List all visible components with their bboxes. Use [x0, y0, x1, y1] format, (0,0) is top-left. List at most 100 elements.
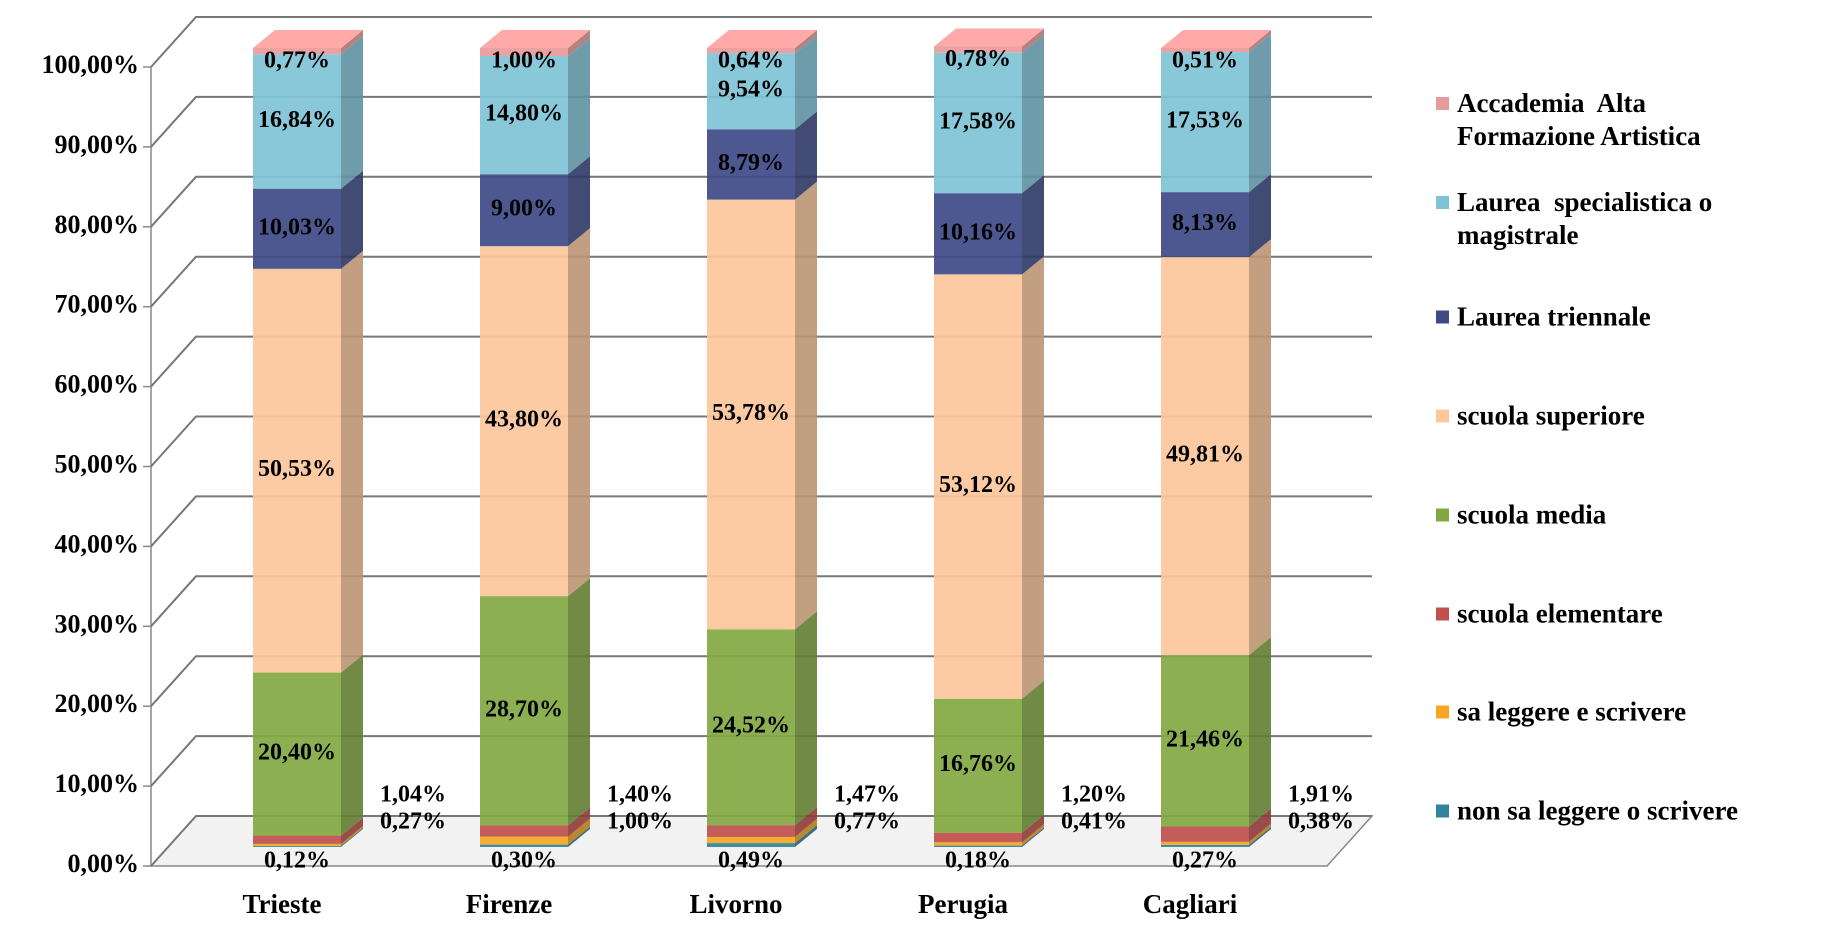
value-label: 1,47%	[834, 782, 900, 808]
value-label: 0,12%	[264, 848, 330, 874]
bar-side	[1022, 175, 1044, 275]
bar-side	[568, 818, 590, 845]
y-tick-label: 20,00%	[55, 689, 140, 718]
bar-side	[1022, 824, 1044, 846]
legend-label: scuola elementare	[1457, 598, 1663, 628]
bar-top	[1161, 30, 1271, 48]
y-tick-label: 90,00%	[55, 130, 140, 159]
bar-top	[253, 30, 363, 48]
legend-item: scuola elementare	[1436, 597, 1816, 630]
bar-segment	[707, 836, 795, 844]
value-label: 9,54%	[718, 77, 784, 103]
value-label: 10,03%	[258, 214, 336, 240]
bar-segment	[934, 832, 1022, 843]
value-label: 0,77%	[834, 809, 900, 835]
bar-segment	[253, 268, 341, 673]
bar-side	[1249, 637, 1271, 827]
bar-segment	[253, 672, 341, 836]
bar-side	[341, 825, 363, 847]
bar-segment	[1161, 257, 1249, 656]
value-label: 1,91%	[1288, 782, 1354, 808]
value-label: 0,77%	[264, 48, 330, 74]
value-label: 10,16%	[939, 219, 1017, 245]
y-tick-label: 80,00%	[55, 210, 140, 239]
y-tick-label: 50,00%	[55, 449, 140, 478]
bar-side	[568, 807, 590, 837]
legend-label: sa leggere e scrivere	[1457, 696, 1687, 727]
bar-side	[1249, 30, 1271, 53]
legend: Accademia Alta Formazione Artistica Laure…	[1436, 0, 1821, 927]
bar-side	[1249, 808, 1271, 842]
bar-side	[568, 156, 590, 247]
bar-side	[1022, 680, 1044, 833]
bar-side	[341, 30, 363, 55]
bar-side	[341, 170, 363, 269]
bar-segment	[934, 845, 1022, 847]
bar-segment	[253, 48, 341, 55]
legend-label: non sa leggere o scrivere	[1457, 795, 1738, 826]
bar-segment	[1161, 52, 1249, 193]
bar-side	[795, 807, 817, 837]
value-label: 0,41%	[1061, 809, 1127, 835]
bar-side	[568, 228, 590, 597]
bar-segment	[480, 596, 568, 826]
bar-side	[795, 818, 817, 844]
y-tick-label: 70,00%	[55, 290, 140, 319]
y-tick-label: 60,00%	[55, 370, 140, 399]
bar-side	[795, 611, 817, 826]
bar-segment	[1161, 826, 1249, 842]
value-label: 1,04%	[380, 782, 446, 808]
value-label: 0,27%	[1172, 848, 1238, 874]
bar-side	[795, 35, 817, 130]
value-label: 8,79%	[718, 150, 784, 176]
value-label: 1,40%	[607, 782, 673, 808]
bar-side	[1249, 174, 1271, 258]
legend-item: sa leggere e scrivere	[1436, 696, 1816, 729]
legend-label: Laurea triennale	[1457, 301, 1651, 332]
value-label: 0,30%	[491, 848, 557, 874]
bar-segment	[1161, 192, 1249, 258]
y-tick-label: 40,00%	[55, 529, 140, 558]
value-label: 24,52%	[712, 713, 790, 739]
bar-side	[341, 828, 363, 847]
bar-segment	[707, 629, 795, 826]
bar-segment	[934, 274, 1022, 699]
bar-segment	[707, 129, 795, 200]
legend-label: scuola superiore	[1457, 400, 1645, 431]
legend-swatch	[1436, 409, 1449, 423]
value-label: 17,58%	[939, 108, 1017, 134]
bar-top	[480, 30, 590, 48]
value-label: 20,40%	[258, 740, 336, 766]
legend-item: Laurea specialistica o magistrale	[1436, 186, 1816, 252]
bar-segment	[480, 836, 568, 845]
value-label: 21,46%	[1166, 726, 1244, 752]
bar-segment	[1161, 841, 1249, 845]
bar-side	[1022, 256, 1044, 699]
legend-item: non sa leggere o scrivere	[1436, 794, 1816, 827]
bar-side	[341, 817, 363, 844]
x-tick-label: Cagliari	[1143, 889, 1238, 919]
bar-side	[795, 111, 817, 200]
bar-side	[795, 825, 817, 847]
bar-segment	[934, 52, 1022, 194]
bar-segment	[1161, 655, 1249, 827]
value-label: 8,13%	[1172, 210, 1238, 236]
x-tick-label: Perugia	[918, 889, 1008, 919]
value-label: 1,00%	[491, 48, 557, 74]
y-tick-label: 100,00%	[42, 50, 140, 79]
bar-segment	[1161, 48, 1249, 53]
legend-item: scuola media	[1436, 498, 1816, 531]
value-label: 1,20%	[1061, 782, 1127, 808]
bar-side	[1022, 814, 1044, 843]
value-label: 9,00%	[491, 196, 557, 222]
legend-label: Laurea specialistica o magistrale	[1457, 186, 1719, 250]
value-label: 0,49%	[718, 848, 784, 874]
value-label: 17,53%	[1166, 108, 1244, 134]
bar-segment	[707, 48, 795, 54]
bar-side	[1249, 239, 1271, 656]
x-tick-label: Firenze	[466, 889, 552, 919]
legend-swatch	[1436, 804, 1449, 818]
y-tick-label: 10,00%	[55, 769, 140, 798]
